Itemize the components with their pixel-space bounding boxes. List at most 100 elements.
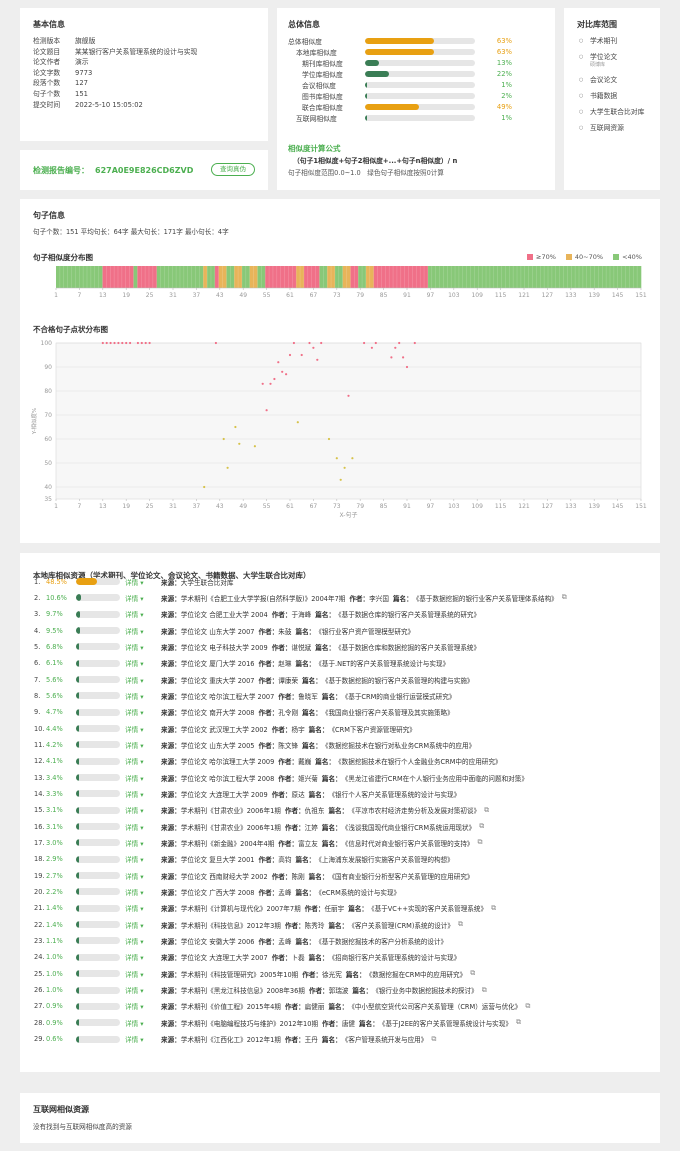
resource-detail-toggle[interactable]: 详情 ▾	[125, 985, 161, 995]
resource-percent: 5.6%	[46, 691, 63, 700]
external-link-icon[interactable]: ⧉	[525, 1001, 531, 1010]
resource-detail-toggle[interactable]: 详情 ▾	[125, 838, 161, 848]
resource-percent: 6.8%	[46, 642, 63, 651]
chevron-down-icon: ▾	[138, 692, 144, 701]
resource-detail-label: 详情	[125, 807, 139, 816]
external-link-icon[interactable]: ⧉	[484, 805, 490, 814]
resource-row: 27. 0.9% 详情 ▾ 来源： 学术期刊《价值工程》2015年4期 作者： 扁健丽 篇名：…	[34, 998, 530, 1014]
resource-percent: 6.1%	[46, 659, 63, 668]
resource-source: 学位论文 广西大学 2008	[180, 888, 255, 897]
chevron-down-icon: ▾	[138, 790, 144, 799]
resource-percent: 3.4%	[46, 773, 63, 782]
scatter-point	[113, 341, 116, 345]
resource-detail-toggle[interactable]: 详情 ▾	[125, 887, 161, 897]
chevron-down-icon: ▾	[138, 807, 144, 816]
basic-info-row: 论文作者 演示	[33, 57, 197, 68]
external-link-icon[interactable]: ⧉	[515, 1018, 521, 1027]
resource-author-label: 作者：	[258, 888, 279, 897]
resource-index: 28.	[34, 1018, 45, 1027]
external-link-icon[interactable]: ⧉	[477, 838, 483, 847]
similarity-label: 互联网相似度	[296, 114, 337, 123]
local-resources-card: 本地库相似资源（学术期刊、学位论文、会议论文、书籍数据、大学生联合比对库）	[20, 553, 660, 1072]
resource-bar-fill	[76, 1002, 79, 1010]
resource-row: 21. 1.4% 详情 ▾ 来源： 学术期刊《计算机与现代化》2007年7期 作者： 任丽宇…	[34, 900, 496, 916]
external-link-icon[interactable]: ⧉	[481, 985, 487, 994]
distribution-tick-label: 1	[54, 292, 58, 299]
resource-detail-toggle[interactable]: 详情 ▾	[125, 724, 161, 734]
resource-detail-toggle[interactable]: 详情 ▾	[125, 642, 161, 652]
resource-detail-toggle[interactable]: 详情 ▾	[125, 740, 161, 750]
verify-button[interactable]: 查询真伪	[211, 163, 255, 176]
similarity-bar	[365, 92, 475, 99]
resource-detail-toggle[interactable]: 详情 ▾	[125, 1034, 161, 1044]
scatter-point	[105, 341, 108, 345]
internet-resources-title: 互联网相似资源	[33, 1105, 89, 1114]
scatter-point	[370, 346, 373, 349]
distribution-tick-label: 73	[333, 292, 341, 299]
similarity-bar	[365, 103, 475, 110]
resource-detail-toggle[interactable]: 详情 ▾	[125, 920, 161, 930]
resource-detail-toggle[interactable]: 详情 ▾	[125, 903, 161, 913]
compare-range-sub: 硕博库	[590, 62, 606, 68]
chevron-down-icon: ▾	[138, 1019, 144, 1028]
scatter-point	[277, 361, 280, 364]
resource-title: 《浅谈我国现代商业银行CRM系统运用现状》	[341, 823, 476, 832]
resource-title: 《银行业客户资产管理模型研究》	[315, 627, 415, 636]
resource-author: 谌悦斌	[291, 643, 312, 652]
resource-detail-toggle[interactable]: 详情 ▾	[125, 1018, 161, 1028]
scatter-x-tick-label: 115	[495, 503, 507, 510]
resource-source-label: 来源：	[161, 937, 181, 946]
resource-detail-toggle[interactable]: 详情 ▾	[125, 1001, 161, 1011]
resource-detail-toggle[interactable]: 详情 ▾	[125, 871, 161, 881]
legend-item: 40~70%	[565, 253, 603, 261]
resource-source-label: 来源：	[161, 660, 181, 669]
similarity-label: 会议相似度	[302, 81, 336, 90]
resource-detail-toggle[interactable]: 详情 ▾	[125, 789, 161, 799]
resource-title-label: 篇名：	[321, 774, 342, 783]
resource-detail-toggle[interactable]: 详情 ▾	[125, 658, 161, 668]
scatter-point	[222, 437, 225, 441]
scatter-x-tick-label: 103	[448, 503, 460, 510]
distribution-tick-label: 103	[448, 292, 460, 299]
external-link-icon[interactable]: ⧉	[431, 1034, 437, 1043]
scatter-point	[390, 356, 393, 359]
resource-detail-toggle[interactable]: 详情 ▾	[125, 969, 161, 979]
external-link-icon[interactable]: ⧉	[479, 822, 485, 831]
resource-detail-toggle[interactable]: 详情 ▾	[125, 626, 161, 636]
resource-author-label: 作者：	[278, 692, 299, 701]
distribution-segment	[207, 266, 216, 288]
basic-info-value: 2022-5-10 15:05:02	[75, 100, 143, 109]
scatter-point	[261, 382, 264, 385]
resource-detail-toggle[interactable]: 详情 ▾	[125, 773, 161, 783]
resource-detail-toggle[interactable]: 详情 ▾	[125, 691, 161, 701]
scatter-point	[316, 358, 319, 361]
external-link-icon[interactable]: ⧉	[491, 903, 497, 912]
resource-percent: 1.0%	[46, 986, 63, 994]
resource-author-label: 作者：	[278, 758, 299, 767]
similarity-percent: 13%	[496, 58, 512, 67]
scatter-x-tick-label: 49	[239, 503, 247, 510]
resource-detail-toggle[interactable]: 详情 ▾	[125, 936, 161, 946]
scatter-x-tick-label: 109	[471, 503, 483, 510]
resource-index: 14.	[34, 789, 45, 798]
resource-detail-toggle[interactable]: 详情 ▾	[125, 609, 161, 619]
resource-detail-toggle[interactable]: 详情 ▾	[125, 952, 161, 962]
resource-author: 唐健	[341, 1019, 356, 1028]
resource-source-label: 来源：	[161, 774, 181, 783]
resource-detail-toggle[interactable]: 详情 ▾	[125, 577, 161, 587]
resource-detail-toggle[interactable]: 详情 ▾	[125, 593, 161, 603]
resource-detail-toggle[interactable]: 详情 ▾	[125, 854, 161, 864]
resource-author: 仇祖东	[304, 807, 325, 816]
external-link-icon[interactable]: ⧉	[457, 920, 463, 929]
chevron-down-icon: ▾	[138, 676, 144, 685]
resource-detail-toggle[interactable]: 详情 ▾	[125, 675, 161, 685]
resource-detail-toggle[interactable]: 详情 ▾	[125, 756, 161, 766]
external-link-icon[interactable]: ⧉	[561, 593, 567, 602]
resource-detail-toggle[interactable]: 详情 ▾	[125, 805, 161, 815]
resource-author-label: 作者：	[284, 1003, 305, 1012]
basic-info-value: 151	[75, 89, 88, 98]
external-link-icon[interactable]: ⧉	[470, 969, 476, 978]
resource-detail-label: 详情	[125, 888, 139, 897]
resource-detail-toggle[interactable]: 详情 ▾	[125, 707, 161, 717]
resource-detail-toggle[interactable]: 详情 ▾	[125, 822, 161, 832]
